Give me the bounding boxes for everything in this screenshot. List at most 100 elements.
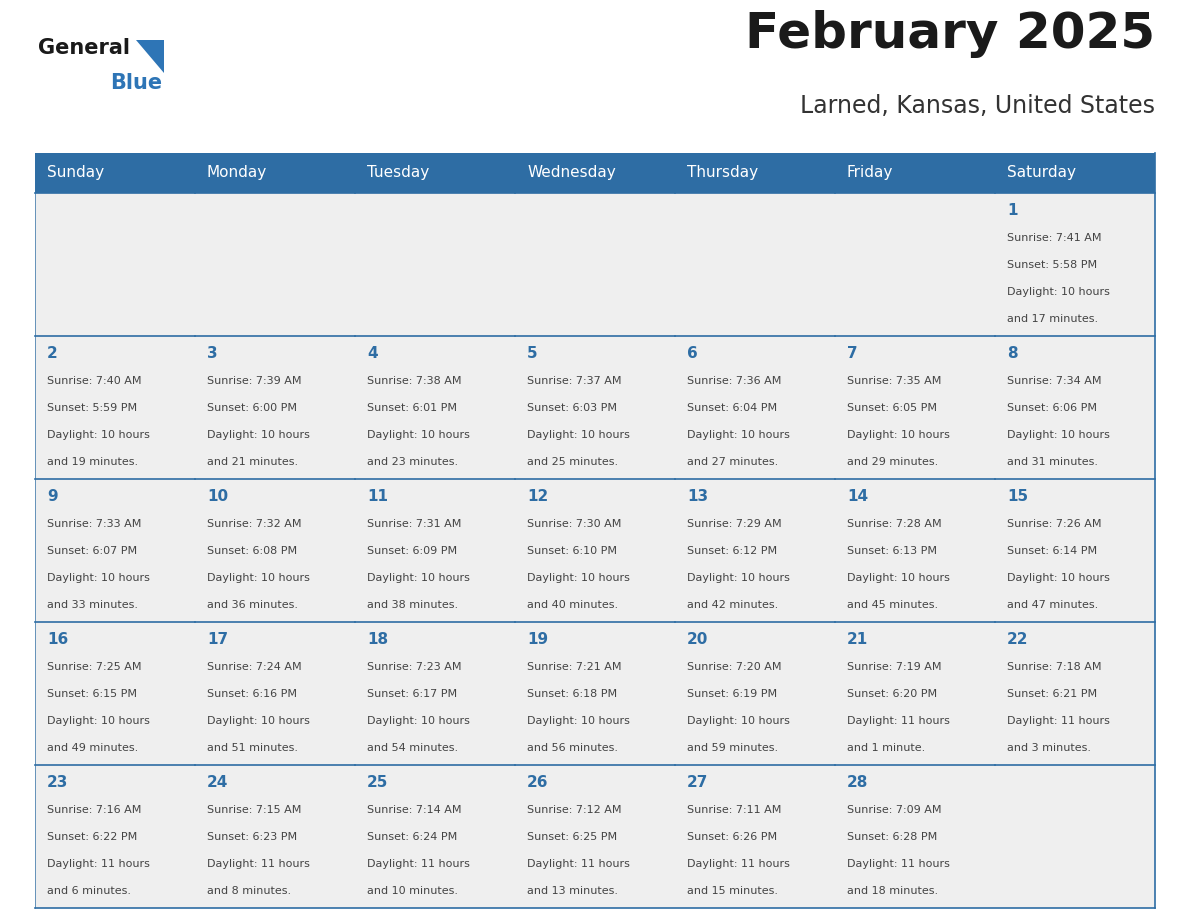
- Bar: [34, 765, 195, 908]
- Text: Sunset: 6:17 PM: Sunset: 6:17 PM: [367, 689, 457, 699]
- Text: 2: 2: [48, 346, 58, 361]
- Text: Daylight: 11 hours: Daylight: 11 hours: [367, 859, 470, 869]
- Text: Sunrise: 7:39 AM: Sunrise: 7:39 AM: [207, 376, 302, 386]
- Text: Sunrise: 7:35 AM: Sunrise: 7:35 AM: [847, 376, 941, 386]
- Text: Saturday: Saturday: [1007, 165, 1076, 181]
- Bar: [195, 336, 355, 479]
- Bar: [835, 479, 996, 622]
- Text: and 36 minutes.: and 36 minutes.: [207, 600, 298, 610]
- Text: Friday: Friday: [847, 165, 893, 181]
- Text: 22: 22: [1007, 632, 1029, 647]
- Bar: [34, 193, 195, 336]
- Text: and 27 minutes.: and 27 minutes.: [687, 457, 778, 467]
- Text: Sunset: 6:10 PM: Sunset: 6:10 PM: [527, 546, 617, 556]
- Text: Daylight: 10 hours: Daylight: 10 hours: [207, 573, 310, 583]
- Text: Sunrise: 7:09 AM: Sunrise: 7:09 AM: [847, 805, 942, 815]
- Text: Sunrise: 7:23 AM: Sunrise: 7:23 AM: [367, 662, 461, 672]
- Bar: [195, 193, 355, 336]
- Text: Sunrise: 7:30 AM: Sunrise: 7:30 AM: [527, 519, 621, 529]
- Text: Sunrise: 7:20 AM: Sunrise: 7:20 AM: [687, 662, 782, 672]
- Bar: [675, 622, 835, 765]
- Text: Sunrise: 7:31 AM: Sunrise: 7:31 AM: [367, 519, 461, 529]
- Text: Blue: Blue: [110, 73, 162, 93]
- Text: Sunrise: 7:34 AM: Sunrise: 7:34 AM: [1007, 376, 1101, 386]
- Text: Sunrise: 7:16 AM: Sunrise: 7:16 AM: [48, 805, 141, 815]
- Text: 20: 20: [687, 632, 708, 647]
- Text: Sunset: 6:25 PM: Sunset: 6:25 PM: [527, 832, 617, 842]
- Text: Sunset: 6:12 PM: Sunset: 6:12 PM: [687, 546, 777, 556]
- Text: Sunset: 6:28 PM: Sunset: 6:28 PM: [847, 832, 937, 842]
- Bar: [516, 193, 675, 336]
- Text: and 38 minutes.: and 38 minutes.: [367, 600, 459, 610]
- Text: Daylight: 11 hours: Daylight: 11 hours: [847, 716, 950, 726]
- Text: and 49 minutes.: and 49 minutes.: [48, 743, 138, 753]
- Text: Daylight: 10 hours: Daylight: 10 hours: [48, 716, 150, 726]
- Bar: [355, 622, 516, 765]
- Text: Sunday: Sunday: [48, 165, 105, 181]
- Text: Sunrise: 7:29 AM: Sunrise: 7:29 AM: [687, 519, 782, 529]
- Text: Daylight: 11 hours: Daylight: 11 hours: [527, 859, 630, 869]
- Text: Sunrise: 7:36 AM: Sunrise: 7:36 AM: [687, 376, 782, 386]
- Text: and 25 minutes.: and 25 minutes.: [527, 457, 618, 467]
- Text: Sunset: 6:19 PM: Sunset: 6:19 PM: [687, 689, 777, 699]
- Bar: [835, 765, 996, 908]
- Bar: [996, 193, 1155, 336]
- Bar: [516, 622, 675, 765]
- Text: 9: 9: [48, 489, 58, 504]
- Text: Sunrise: 7:11 AM: Sunrise: 7:11 AM: [687, 805, 782, 815]
- Text: and 59 minutes.: and 59 minutes.: [687, 743, 778, 753]
- Bar: [835, 193, 996, 336]
- Text: and 3 minutes.: and 3 minutes.: [1007, 743, 1091, 753]
- Text: Sunrise: 7:37 AM: Sunrise: 7:37 AM: [527, 376, 621, 386]
- Text: Sunset: 5:59 PM: Sunset: 5:59 PM: [48, 403, 137, 413]
- Text: Sunset: 6:05 PM: Sunset: 6:05 PM: [847, 403, 937, 413]
- Text: and 47 minutes.: and 47 minutes.: [1007, 600, 1098, 610]
- Text: Daylight: 10 hours: Daylight: 10 hours: [687, 716, 790, 726]
- Text: Daylight: 10 hours: Daylight: 10 hours: [367, 716, 470, 726]
- Text: Tuesday: Tuesday: [367, 165, 429, 181]
- Text: Daylight: 10 hours: Daylight: 10 hours: [687, 430, 790, 440]
- Text: and 10 minutes.: and 10 minutes.: [367, 886, 459, 896]
- Text: Daylight: 11 hours: Daylight: 11 hours: [48, 859, 150, 869]
- Text: Sunrise: 7:24 AM: Sunrise: 7:24 AM: [207, 662, 302, 672]
- Text: 5: 5: [527, 346, 538, 361]
- Text: Daylight: 10 hours: Daylight: 10 hours: [847, 573, 950, 583]
- Text: Sunrise: 7:18 AM: Sunrise: 7:18 AM: [1007, 662, 1101, 672]
- Polygon shape: [135, 40, 164, 73]
- Bar: [355, 193, 516, 336]
- Text: 18: 18: [367, 632, 388, 647]
- Text: Sunrise: 7:14 AM: Sunrise: 7:14 AM: [367, 805, 461, 815]
- Text: Sunrise: 7:12 AM: Sunrise: 7:12 AM: [527, 805, 621, 815]
- Bar: [195, 479, 355, 622]
- Text: Sunrise: 7:38 AM: Sunrise: 7:38 AM: [367, 376, 461, 386]
- Text: 3: 3: [207, 346, 217, 361]
- Text: Sunrise: 7:41 AM: Sunrise: 7:41 AM: [1007, 233, 1101, 243]
- Text: and 17 minutes.: and 17 minutes.: [1007, 314, 1098, 324]
- Text: Daylight: 10 hours: Daylight: 10 hours: [1007, 573, 1110, 583]
- Text: Sunrise: 7:25 AM: Sunrise: 7:25 AM: [48, 662, 141, 672]
- Text: Daylight: 11 hours: Daylight: 11 hours: [687, 859, 790, 869]
- Text: Sunset: 6:18 PM: Sunset: 6:18 PM: [527, 689, 617, 699]
- Text: Thursday: Thursday: [687, 165, 758, 181]
- Text: 28: 28: [847, 775, 868, 790]
- Text: Sunset: 6:06 PM: Sunset: 6:06 PM: [1007, 403, 1097, 413]
- Text: Daylight: 10 hours: Daylight: 10 hours: [48, 430, 150, 440]
- Text: Sunrise: 7:26 AM: Sunrise: 7:26 AM: [1007, 519, 1101, 529]
- Bar: [516, 479, 675, 622]
- Text: Sunset: 6:03 PM: Sunset: 6:03 PM: [527, 403, 617, 413]
- Text: Sunrise: 7:19 AM: Sunrise: 7:19 AM: [847, 662, 942, 672]
- Text: and 6 minutes.: and 6 minutes.: [48, 886, 131, 896]
- Text: and 1 minute.: and 1 minute.: [847, 743, 925, 753]
- Text: 16: 16: [48, 632, 68, 647]
- Bar: [355, 479, 516, 622]
- Bar: [996, 479, 1155, 622]
- Text: Daylight: 10 hours: Daylight: 10 hours: [48, 573, 150, 583]
- Bar: [34, 153, 1155, 193]
- Text: and 31 minutes.: and 31 minutes.: [1007, 457, 1098, 467]
- Text: Daylight: 10 hours: Daylight: 10 hours: [687, 573, 790, 583]
- Text: Sunrise: 7:15 AM: Sunrise: 7:15 AM: [207, 805, 302, 815]
- Text: Sunset: 6:23 PM: Sunset: 6:23 PM: [207, 832, 297, 842]
- Text: 15: 15: [1007, 489, 1028, 504]
- Text: and 23 minutes.: and 23 minutes.: [367, 457, 459, 467]
- Text: 11: 11: [367, 489, 388, 504]
